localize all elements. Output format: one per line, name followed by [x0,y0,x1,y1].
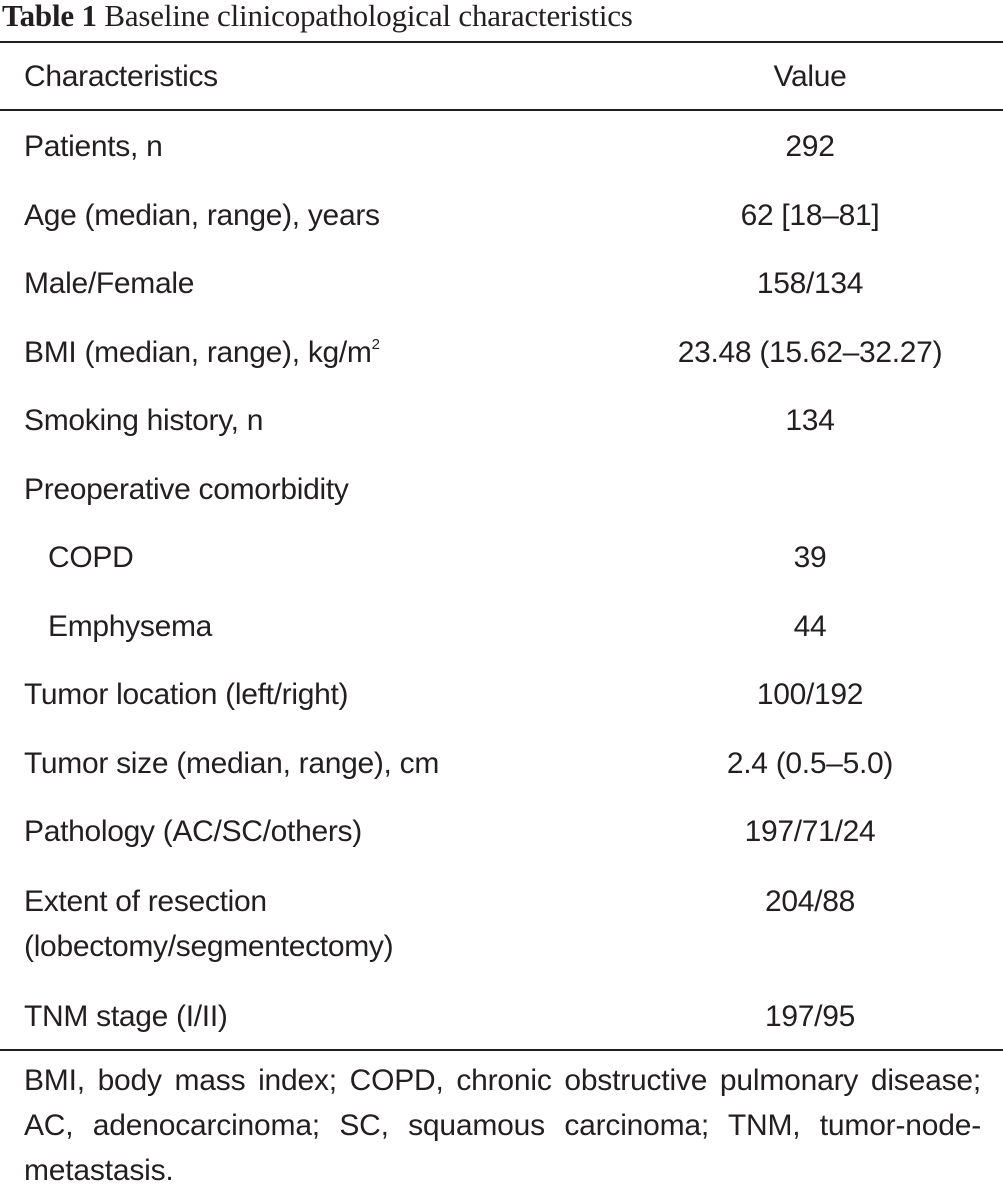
row-label-pathology: Pathology (AC/SC/others) [24,815,362,848]
row-label-tumor-location: Tumor location (left/right) [24,678,349,711]
row-label-bmi-text: BMI (median, range), kg/m [24,336,372,369]
row-value-pathology: 197/71/24 [744,815,876,848]
row-value-age: 62 [18–81] [740,199,880,232]
row-label-tumor-size: Tumor size (median, range), cm [24,747,440,780]
row-value-tumor-size: 2.4 (0.5–5.0) [726,747,894,780]
top-rule [0,41,1003,43]
table-caption-text: Baseline clinicopathological characteris… [104,0,633,33]
row-value-copd: 39 [793,541,827,574]
row-label-sex: Male/Female [24,267,195,300]
row-label-resection: Extent of resection [24,885,267,918]
row-value-resection: 204/88 [765,885,855,918]
row-label-bmi: BMI (median, range), kg/m2 [24,330,380,380]
row-value-bmi: 23.48 (15.62–32.27) [677,336,943,369]
header-value: Value [773,60,847,93]
header-rule [0,109,1003,111]
header-characteristics: Characteristics [24,60,218,93]
row-label-tnm: TNM stage (I/II) [24,1000,228,1033]
row-label-emphysema: Emphysema [48,610,213,643]
row-label-resection-line2: (lobectomy/segmentectomy) [24,930,394,963]
row-label-patients: Patients, n [24,130,163,163]
row-label-bmi-superscript: 2 [371,336,380,353]
bottom-rule [0,1049,1003,1051]
table-caption-label: Table 1 [2,0,97,33]
row-label-smoking: Smoking history, n [24,404,264,437]
row-value-sex: 158/134 [756,267,864,300]
row-value-tnm: 197/95 [765,1000,855,1033]
row-label-age: Age (median, range), years [24,199,380,232]
table-caption: Table 1 Baseline clinicopathological cha… [2,0,633,36]
row-label-comorbidity: Preoperative comorbidity [24,473,349,506]
row-label-copd: COPD [48,541,134,574]
row-value-emphysema: 44 [793,610,827,643]
row-value-tumor-location: 100/192 [756,678,864,711]
row-value-smoking: 134 [785,404,835,437]
row-value-patients: 292 [785,130,835,163]
table-footnote: BMI, body mass index; COPD, chronic obst… [24,1064,981,1187]
